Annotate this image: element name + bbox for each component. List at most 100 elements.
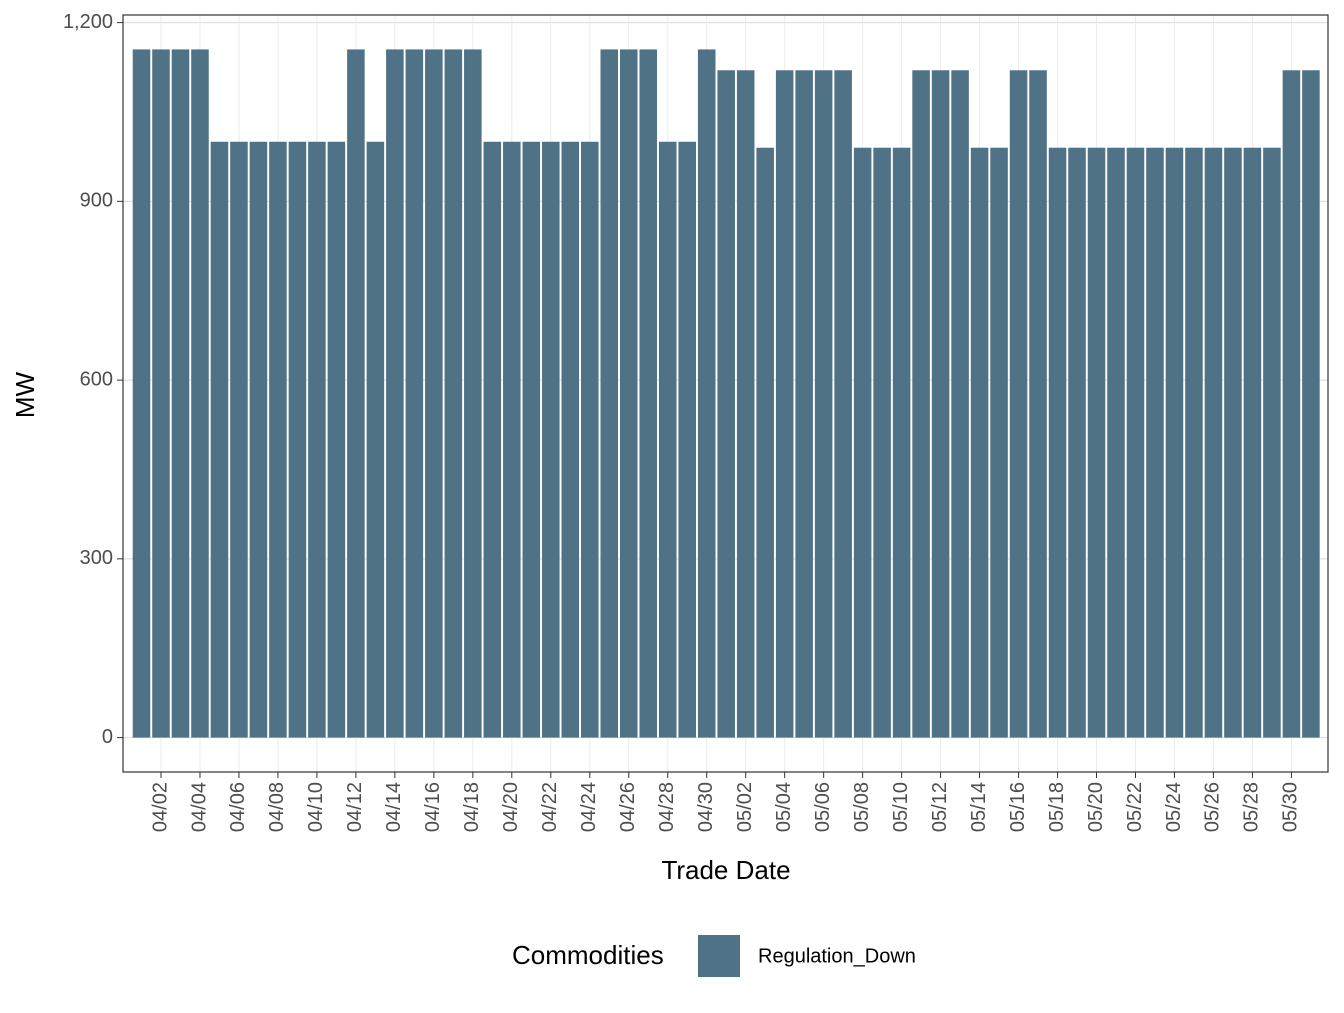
bar <box>775 70 794 738</box>
bar <box>1204 147 1223 738</box>
bar <box>1165 147 1184 738</box>
x-tick-label: 04/14 <box>383 782 405 832</box>
legend-title: Commodities <box>512 940 664 970</box>
bar <box>951 70 969 738</box>
plot-border <box>122 14 1329 773</box>
bar <box>1302 70 1320 738</box>
bar <box>795 70 813 738</box>
bar <box>931 70 950 738</box>
bar <box>1126 147 1145 738</box>
bar <box>1009 70 1028 738</box>
bar <box>366 141 385 738</box>
bar <box>1243 147 1262 738</box>
bar <box>503 141 521 738</box>
x-tick-label: 04/08 <box>266 782 288 832</box>
legend-label: Regulation_Down <box>758 945 916 967</box>
bar <box>1029 70 1047 738</box>
bar <box>970 147 989 738</box>
bar <box>678 141 696 738</box>
bar <box>639 49 658 738</box>
bar <box>327 141 346 738</box>
x-tick-label: 05/18 <box>1046 782 1068 832</box>
bar <box>1068 147 1086 738</box>
x-tick-label: 04/24 <box>578 782 600 832</box>
x-tick-label: 05/12 <box>929 782 951 832</box>
bar <box>892 147 911 738</box>
bar <box>464 49 482 738</box>
x-tick-label: 05/20 <box>1085 782 1107 832</box>
bar <box>756 147 774 738</box>
bar <box>152 49 170 738</box>
y-tick-label: 600 <box>80 368 113 390</box>
x-tick-label: 04/26 <box>617 782 639 832</box>
bar <box>425 49 443 738</box>
bar <box>853 147 872 738</box>
bar <box>834 70 852 738</box>
bar <box>1146 147 1164 738</box>
bar <box>308 141 326 738</box>
bar <box>542 141 560 738</box>
x-tick-label: 05/24 <box>1163 782 1185 832</box>
x-tick-label: 04/18 <box>461 782 483 832</box>
bar <box>912 70 930 738</box>
bar <box>873 147 891 738</box>
x-tick-label: 04/28 <box>656 782 678 832</box>
x-tick-label: 04/20 <box>500 782 522 832</box>
x-tick-label: 05/02 <box>734 782 756 832</box>
x-tick-label: 04/16 <box>422 782 444 832</box>
x-tick-label: 04/30 <box>695 782 717 832</box>
bar <box>171 49 190 738</box>
bar <box>580 141 599 738</box>
legend-key <box>698 935 740 977</box>
bar <box>249 141 268 738</box>
y-tick-label: 1,200 <box>63 11 113 33</box>
x-tick-label: 05/10 <box>890 782 912 832</box>
bar <box>814 70 833 738</box>
bar <box>697 49 716 738</box>
bar <box>386 49 404 738</box>
bar <box>347 49 365 738</box>
x-tick-label: 05/16 <box>1007 782 1029 832</box>
bar <box>1107 147 1125 738</box>
bar <box>522 141 541 738</box>
bar <box>1224 147 1242 738</box>
bar <box>1087 147 1106 738</box>
x-tick-label: 05/30 <box>1280 782 1302 832</box>
bar <box>444 49 463 738</box>
x-tick-label: 05/08 <box>851 782 873 832</box>
bar <box>288 141 307 738</box>
x-tick-label: 04/12 <box>344 782 366 832</box>
x-axis-title: Trade Date <box>661 855 790 885</box>
x-tick-label: 04/02 <box>149 782 171 832</box>
bar <box>600 49 619 738</box>
bar <box>658 141 677 738</box>
x-tick-label: 04/10 <box>305 782 327 832</box>
y-tick-label: 300 <box>80 547 113 569</box>
x-tick-label: 05/06 <box>812 782 834 832</box>
bar <box>210 141 229 738</box>
bar <box>269 141 287 738</box>
bar <box>561 141 580 738</box>
x-tick-label: 04/22 <box>539 782 561 832</box>
x-tick-label: 05/28 <box>1241 782 1263 832</box>
bar <box>990 147 1008 738</box>
bar <box>191 49 209 738</box>
y-tick-label: 900 <box>80 190 113 212</box>
x-tick-label: 05/26 <box>1202 782 1224 832</box>
bar <box>1282 70 1301 738</box>
x-tick-label: 05/04 <box>773 782 795 832</box>
bar <box>483 141 502 738</box>
bar <box>717 70 735 738</box>
bar <box>1263 147 1281 738</box>
bar <box>132 49 151 738</box>
y-tick-label: 0 <box>102 726 113 748</box>
bar <box>1185 147 1203 738</box>
x-tick-label: 05/14 <box>968 782 990 832</box>
y-axis-title: MW <box>10 371 40 418</box>
bar <box>405 49 424 738</box>
bar <box>1048 147 1067 738</box>
bar <box>230 141 248 738</box>
bar <box>736 70 755 738</box>
x-tick-label: 05/22 <box>1124 782 1146 832</box>
